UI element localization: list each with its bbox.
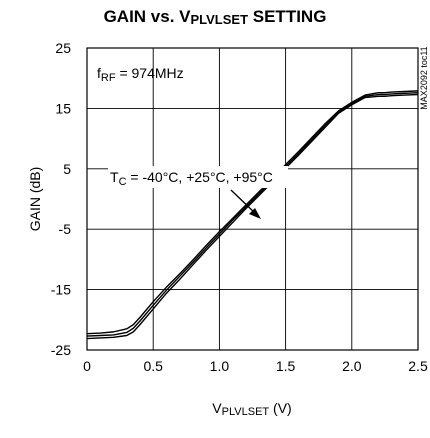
annotation-frequency: fRF = 974MHz (97, 65, 184, 84)
series-line-1 (86, 90, 419, 335)
x-tick-label: 2.5 (408, 358, 428, 374)
chart-title: GAIN vs. VPLVLSET SETTING (104, 7, 327, 27)
y-tick-label: -5 (59, 221, 72, 237)
y-tick-labels: -25 -15 -5 5 15 25 (51, 40, 71, 358)
y-tick-label: 15 (55, 100, 71, 116)
chart-title-rest: SETTING (248, 7, 326, 26)
annotation-temperature-main: T (110, 169, 119, 185)
annotation-frequency-sub: RF (101, 72, 116, 84)
y-tick-label: 5 (63, 161, 71, 177)
y-tick-label: -25 (51, 342, 71, 358)
annotation-arrow-head (249, 208, 261, 219)
x-axis-label-rest: (V) (269, 400, 292, 416)
x-tick-label: 1.5 (276, 358, 296, 374)
annotation-frequency-rest: = 974MHz (116, 65, 184, 81)
annotation-arrow-shaft (230, 189, 257, 215)
y-tick-label: -15 (51, 282, 71, 298)
chart-title-main: GAIN vs. V (104, 7, 192, 26)
y-tick-label: 25 (55, 40, 71, 56)
x-axis-label: VPLVLSET (V) (212, 400, 291, 418)
x-tick-label: 1.0 (210, 358, 230, 374)
x-axis-label-sub: PLVLSET (222, 406, 270, 418)
x-tick-label: 0 (83, 358, 91, 374)
plot-frame (86, 47, 419, 351)
annotation-temperature-bg (108, 166, 288, 188)
x-tick-label: 2.0 (342, 358, 362, 374)
annotation-temperature-sub: C (119, 176, 127, 188)
x-axis-label-main: V (212, 400, 222, 416)
annotation-temperature: TC = -40°C, +25°C, +95°C (110, 169, 273, 188)
chart-title-sub: PLVLSET (190, 12, 248, 27)
y-axis-label: GAIN (dB) (27, 167, 43, 232)
series-group (86, 90, 419, 340)
series-line-2 (86, 92, 419, 337)
annotation-frequency-main: f (97, 65, 101, 81)
side-label: MAX2092 toc11 (419, 46, 429, 109)
x-tick-labels: 0 0.5 1.0 1.5 2.0 2.5 (83, 358, 428, 374)
annotation-temperature-rest: = -40°C, +25°C, +95°C (127, 169, 273, 185)
series-line-3 (86, 93, 419, 340)
x-tick-label: 0.5 (143, 358, 163, 374)
